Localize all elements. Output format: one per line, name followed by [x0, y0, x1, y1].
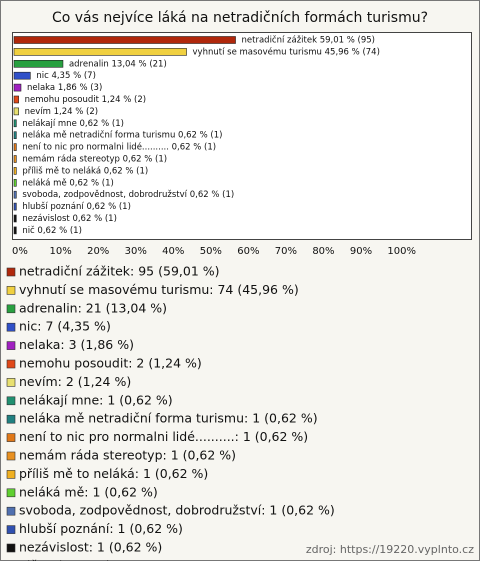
- legend-swatch: [6, 451, 16, 461]
- legend-swatch: [6, 341, 16, 350]
- legend-label: není to nic pro normalni lidé..........:…: [19, 429, 308, 444]
- legend-swatch: [6, 414, 16, 424]
- value-label: hlubší poznání 0,62 % (1): [22, 201, 131, 212]
- bar: [13, 48, 187, 56]
- value-label: svoboda, zodpovědnost, dobrodružství 0,6…: [22, 190, 234, 200]
- legend-label: nemohu posoudit: 2 (1,24 %): [19, 356, 202, 371]
- legend-swatch: [6, 267, 16, 277]
- value-label: nič 0,62 % (1): [22, 225, 82, 236]
- bar: [13, 71, 31, 80]
- x-tick-label: 70%: [275, 246, 297, 257]
- legend-swatch: [6, 322, 16, 332]
- bar: [13, 190, 17, 199]
- value-label: nezávislost 0,62 % (1): [22, 214, 117, 224]
- x-tick-label: 80%: [312, 246, 334, 257]
- legend-label: nevím: 2 (1,24 %): [19, 374, 131, 389]
- bar: [13, 131, 17, 139]
- x-tick-label: 10%: [50, 246, 72, 257]
- legend-label: netradiční zážitek: 95 (59,01 %): [19, 264, 220, 279]
- bar: [13, 119, 17, 128]
- legend-swatch: [6, 470, 16, 479]
- legend-label: nič: 1 (0,62 %): [19, 558, 111, 561]
- x-tick-label: 0%: [12, 246, 28, 257]
- bar: [13, 59, 64, 68]
- source: zdroj: https://19220.vyplnto.cz: [306, 543, 474, 556]
- bar: [13, 143, 17, 151]
- value-label: nemohu posoudit 1,24 % (2): [25, 95, 146, 105]
- value-label: neláká mě 0,62 % (1): [22, 178, 114, 188]
- legend-swatch: [6, 543, 16, 553]
- legend-label: nic: 7 (4,35 %): [19, 319, 111, 334]
- legend-label: příliš mě to neláká: 1 (0,62 %): [19, 466, 208, 481]
- value-label: nelákají mne 0,62 % (1): [22, 119, 124, 129]
- value-label: adrenalin 13,04 % (21): [69, 59, 167, 69]
- bar: [13, 179, 17, 187]
- bar: [13, 95, 19, 104]
- x-tick-label: 50%: [200, 246, 222, 257]
- legend-label: nelaka: 3 (1,86 %): [19, 337, 134, 352]
- bar: [13, 167, 17, 175]
- value-label: příliš mě to neláká 0,62 % (1): [22, 165, 148, 176]
- legend-label: adrenalin: 21 (13,04 %): [19, 300, 167, 315]
- x-tick-label: 60%: [237, 246, 259, 257]
- bar: [13, 36, 236, 44]
- value-label: nevím 1,24 % (2): [25, 107, 98, 117]
- legend-label: neláká mě: 1 (0,62 %): [19, 484, 158, 499]
- value-label: nic 4,35 % (7): [36, 71, 96, 81]
- value-label: není to nic pro normalni lidé.......... …: [22, 142, 216, 153]
- value-label: netradiční zážitek 59,01 % (95): [242, 35, 375, 46]
- legend-label: hlubší poznání: 1 (0,62 %): [19, 521, 183, 536]
- legend-swatch: [6, 506, 16, 516]
- x-tick-label: 30%: [125, 246, 147, 257]
- legend-swatch: [6, 378, 16, 387]
- legend-swatch: [6, 396, 16, 406]
- legend-label: nemám ráda stereotyp: 1 (0,62 %): [19, 448, 236, 463]
- plot-area: [12, 32, 472, 240]
- legend-swatch: [6, 433, 16, 442]
- legend-swatch: [6, 488, 16, 498]
- legend-swatch: [6, 286, 16, 295]
- bar: [13, 155, 17, 163]
- x-tick-label: 90%: [350, 246, 372, 257]
- legend-label: nelákají mne: 1 (0,62 %): [19, 392, 173, 407]
- x-tick-label: 20%: [87, 246, 109, 257]
- legend-swatch: [6, 304, 16, 314]
- legend-label: vyhnutí se masovému turismu: 74 (45,96 %…: [19, 282, 299, 297]
- bar: [13, 107, 19, 116]
- bar: [13, 83, 22, 92]
- bar: [13, 226, 17, 235]
- legend-label: nezávislost: 1 (0,62 %): [19, 540, 162, 555]
- bar: [13, 202, 17, 211]
- value-label: nelaka 1,86 % (3): [27, 83, 102, 93]
- x-tick-label: 100%: [387, 246, 416, 257]
- x-tick-label: 40%: [162, 246, 184, 257]
- legend-swatch: [6, 525, 16, 534]
- value-label: vyhnutí se masovému turismu 45,96 % (74): [193, 46, 380, 57]
- bar: [13, 214, 17, 223]
- legend-swatch: [6, 359, 16, 369]
- value-label: neláka mě netradiční forma turismu 0,62 …: [22, 130, 222, 141]
- value-label: nemám ráda stereotyp 0,62 % (1): [22, 155, 167, 165]
- legend-label: neláka mě netradiční forma turismu: 1 (0…: [19, 411, 318, 426]
- chart-title: Co vás nejvíce láká na netradičních form…: [52, 10, 428, 26]
- legend-label: svoboda, zodpovědnost, dobrodružství: 1 …: [19, 503, 335, 518]
